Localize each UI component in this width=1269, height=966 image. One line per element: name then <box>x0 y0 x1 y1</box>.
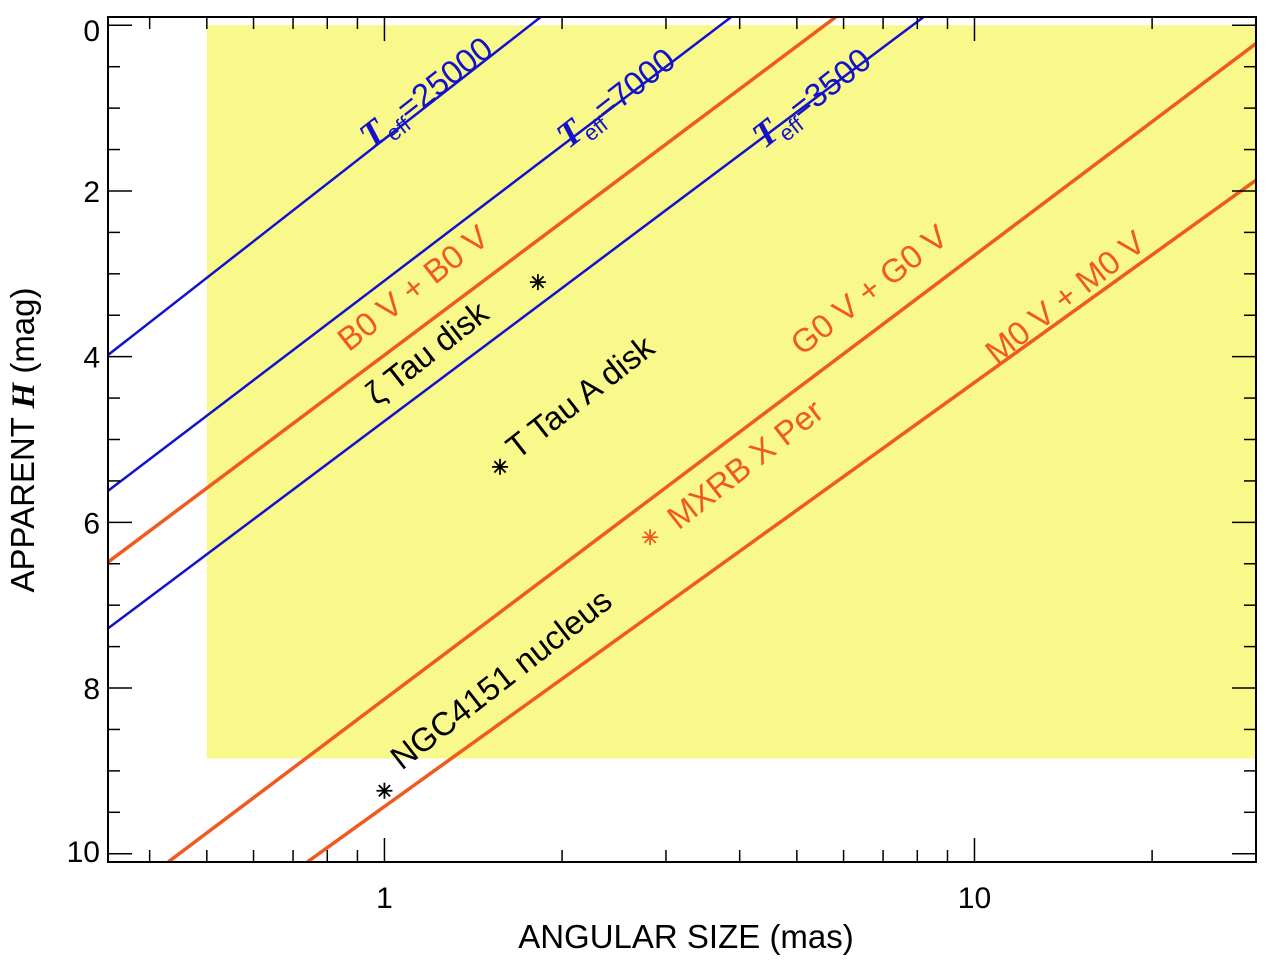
y-axis-title-prefix: APPARENT <box>4 409 41 593</box>
observable-region <box>206 25 1256 759</box>
y-tick-label: 8 <box>83 673 100 706</box>
star-stroke <box>643 530 657 544</box>
x-tick-label: 10 <box>958 882 991 915</box>
t-tau-a-disk-point <box>492 458 509 475</box>
zeta-tau-disk-point <box>529 274 546 291</box>
teff3500-line <box>108 17 925 630</box>
series-group <box>108 17 1256 862</box>
y-axis-title-suffix: (mag) <box>4 287 41 382</box>
plot-frame <box>107 16 1257 863</box>
teff25000-line <box>108 17 542 356</box>
mxrb-x-per-point <box>642 529 659 546</box>
g0v-line <box>167 42 1256 862</box>
m0v-line <box>306 178 1256 862</box>
star-stroke <box>531 275 545 289</box>
y-tick-label: 0 <box>83 15 100 48</box>
b0v-line <box>108 17 837 564</box>
star-stroke <box>378 784 391 798</box>
y-tick-label: 10 <box>67 836 100 869</box>
star-stroke <box>493 460 507 474</box>
y-axis-title: APPARENT H (mag) <box>4 287 42 592</box>
y-tick-label: 2 <box>83 176 100 209</box>
x-tick-label: 1 <box>376 882 393 915</box>
y-axis-title-var: H <box>6 382 42 410</box>
y-tick-label: 6 <box>83 507 100 540</box>
ngc4151-nucleus-point <box>376 782 393 799</box>
x-axis-title: ANGULAR SIZE (mas) <box>518 918 854 955</box>
ticks-group <box>108 17 1257 862</box>
teff7000-line <box>108 17 732 492</box>
y-tick-label: 4 <box>83 342 100 375</box>
